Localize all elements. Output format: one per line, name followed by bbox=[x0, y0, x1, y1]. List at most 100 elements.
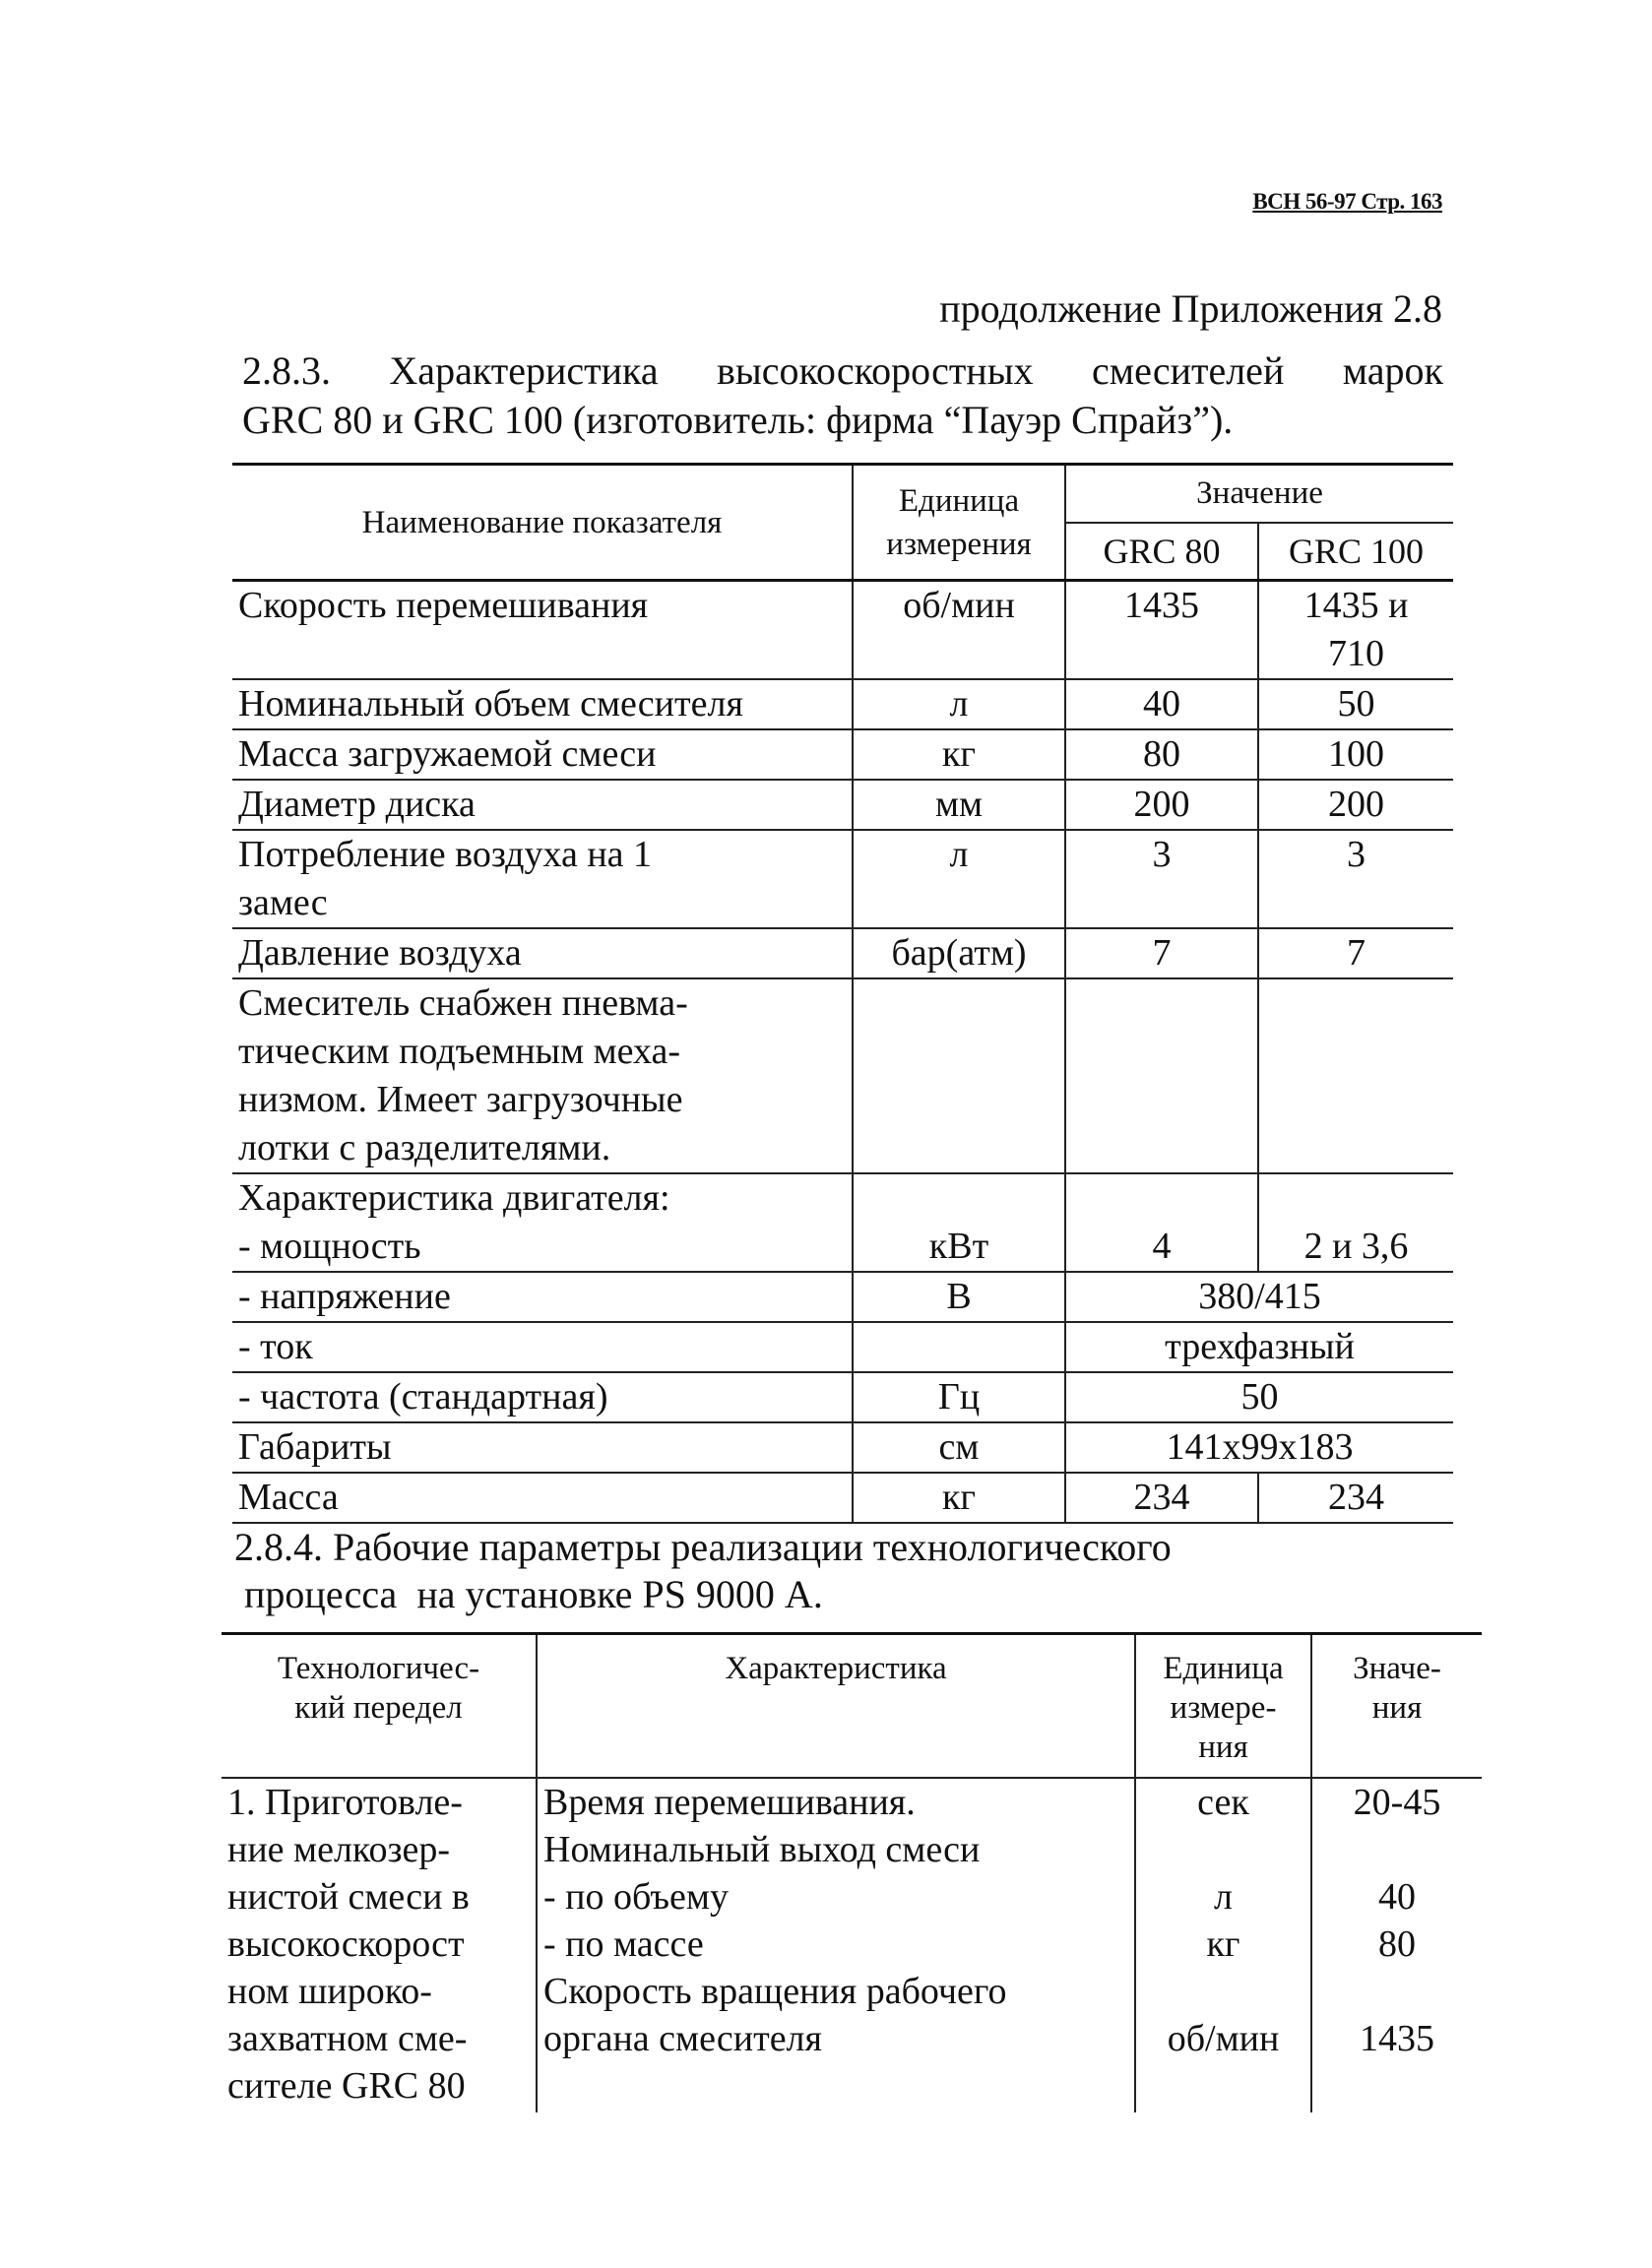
cell-grc100 bbox=[1256, 977, 1454, 1174]
cell-unit: Гц bbox=[852, 1371, 1066, 1423]
cell-name: Смеситель снабжен пневма- тическим подъе… bbox=[232, 977, 854, 1174]
table-row: - частота (стандартная) Гц 50 bbox=[232, 1371, 1454, 1423]
cell-unit: кВт bbox=[852, 1172, 1066, 1273]
unit-line: л bbox=[1214, 1875, 1233, 1918]
cell-name: - напряжение bbox=[232, 1271, 854, 1323]
header-grc100: GRC 100 bbox=[1256, 521, 1454, 582]
cell-unit: кг bbox=[852, 1472, 1066, 1524]
cell-grc100: 200 bbox=[1256, 779, 1454, 831]
header-value: Значе- ния bbox=[1310, 1632, 1482, 1779]
cell-name: - ток bbox=[232, 1321, 854, 1373]
continuation-label: продолжение Приложения 2.8 bbox=[939, 286, 1442, 331]
cell-unit bbox=[852, 1321, 1066, 1373]
cell-grc80: 234 bbox=[1064, 1472, 1259, 1524]
header-grc80: GRC 80 bbox=[1065, 521, 1259, 582]
cell-grc80: 4 bbox=[1064, 1172, 1259, 1273]
table-row: - напряжение В 380/415 bbox=[232, 1271, 1454, 1323]
characteristic-line: Скорость вращения рабочего bbox=[543, 1970, 1007, 2012]
characteristic-line: Время перемешивания. bbox=[543, 1781, 916, 1823]
cell-unit: см bbox=[852, 1421, 1066, 1474]
cell-unit: кг bbox=[852, 728, 1066, 781]
value-cell: 20-45 40 80 1435 bbox=[1310, 1776, 1482, 2112]
table-row: Номинальный объем смесителя л 40 50 bbox=[232, 678, 1454, 730]
table-row: Масса загружаемой смеси кг 80 100 bbox=[232, 728, 1454, 781]
cell-grc80: 200 bbox=[1064, 779, 1259, 831]
table-row: Скорость перемешивания об/мин 1435 1435 и 7… bbox=[232, 579, 1454, 680]
cell-grc100: 50 bbox=[1256, 678, 1454, 730]
value-line: 1435 bbox=[1360, 2017, 1434, 2059]
cell-both: 141x99x183 bbox=[1063, 1421, 1454, 1474]
process-parameters-table: Технологичес- кий передел Характеристика… bbox=[222, 1632, 1482, 2112]
cell-name: Давление воздуха bbox=[232, 927, 854, 979]
unit-line: об/мин bbox=[1167, 2017, 1280, 2059]
header-unit: Единица измере- ния bbox=[1134, 1632, 1312, 1779]
table-row: - ток трехфазный bbox=[232, 1321, 1454, 1373]
document-reference: ВСН 56-97 Стр. 163 bbox=[1252, 189, 1442, 214]
header-characteristic: Характеристика bbox=[536, 1632, 1136, 1779]
unit-line: сек bbox=[1197, 1781, 1249, 1823]
table-row: Габариты см 141x99x183 bbox=[232, 1421, 1454, 1474]
cell-name: - частота (стандартная) bbox=[232, 1371, 854, 1423]
table2-title-line1: 2.8.4. Рабочие параметры реализации техн… bbox=[234, 1525, 1172, 1569]
cell-grc100: 1435 и 710 bbox=[1256, 579, 1454, 680]
table-row: Характеристика двигателя: - мощность кВт 4… bbox=[232, 1172, 1454, 1273]
unit-line bbox=[1142, 1968, 1304, 2015]
table1-title-line1: 2.8.3. Характеристика высокоскоростных с… bbox=[242, 348, 1443, 393]
cell-unit: бар(атм) bbox=[852, 927, 1066, 979]
value-line: 80 bbox=[1378, 1922, 1416, 1965]
cell-both: трехфазный bbox=[1063, 1321, 1454, 1373]
value-line: 40 bbox=[1378, 1875, 1416, 1918]
characteristic-line: - по массе bbox=[543, 1922, 704, 1965]
header-value: Значение bbox=[1063, 463, 1454, 524]
cell-name: Габариты bbox=[232, 1421, 854, 1474]
cell-grc80: 3 bbox=[1064, 829, 1259, 929]
unit-line bbox=[1142, 1826, 1304, 1873]
stage-cell: 1. Приготовле- ние мелкозер- нистой смес… bbox=[222, 1776, 538, 2112]
table2-title: 2.8.4. Рабочие параметры реализации техн… bbox=[234, 1524, 1172, 1618]
characteristic-line: органа смесителя bbox=[543, 2017, 822, 2059]
table-row: Масса кг 234 234 bbox=[232, 1472, 1454, 1524]
cell-unit bbox=[852, 977, 1066, 1174]
characteristic-line: Номинальный выход смеси bbox=[543, 1828, 981, 1870]
header-unit: Единица измерения bbox=[852, 463, 1066, 582]
cell-grc100: 2 и 3,6 bbox=[1256, 1172, 1454, 1273]
mixer-characteristics-table: Наименование показателя Единица измерени… bbox=[232, 463, 1454, 1524]
cell-both: 50 bbox=[1063, 1371, 1454, 1423]
cell-name: Потребление воздуха на 1 замес bbox=[232, 829, 854, 929]
unit-line: кг bbox=[1206, 1922, 1240, 1965]
cell-name: Номинальный объем смесителя bbox=[232, 678, 854, 730]
cell-unit: В bbox=[852, 1271, 1066, 1323]
table-row: Давление воздуха бар(атм) 7 7 bbox=[232, 927, 1454, 979]
cell-name: Диаметр диска bbox=[232, 779, 854, 831]
cell-grc100: 7 bbox=[1256, 927, 1454, 979]
cell-unit: л bbox=[852, 678, 1066, 730]
cell-name: Масса bbox=[232, 1472, 854, 1524]
cell-unit: л bbox=[852, 829, 1066, 929]
cell-grc100: 3 bbox=[1256, 829, 1454, 929]
value-line: 20-45 bbox=[1353, 1781, 1441, 1823]
value-line bbox=[1318, 1968, 1476, 2015]
table-row: Диаметр диска мм 200 200 bbox=[232, 779, 1454, 831]
cell-grc80: 40 bbox=[1064, 678, 1259, 730]
cell-grc100: 234 bbox=[1256, 1472, 1454, 1524]
characteristic-line: - по объему bbox=[543, 1875, 729, 1918]
cell-both: 380/415 bbox=[1063, 1271, 1454, 1323]
cell-grc80: 80 bbox=[1064, 728, 1259, 781]
cell-grc100: 100 bbox=[1256, 728, 1454, 781]
cell-grc80 bbox=[1064, 977, 1259, 1174]
cell-unit: об/мин bbox=[852, 579, 1066, 680]
cell-name: Масса загружаемой смеси bbox=[232, 728, 854, 781]
cell-grc80: 1435 bbox=[1064, 579, 1259, 680]
characteristic-cell: Время перемешивания. Номинальный выход см… bbox=[536, 1776, 1136, 2112]
cell-name: Характеристика двигателя: - мощность bbox=[232, 1172, 854, 1273]
unit-cell: сек л кг об/мин bbox=[1134, 1776, 1312, 2112]
cell-grc80: 7 bbox=[1064, 927, 1259, 979]
table-row: Смеситель снабжен пневма- тическим подъе… bbox=[232, 977, 1454, 1174]
value-line bbox=[1318, 1826, 1476, 1873]
cell-name: Скорость перемешивания bbox=[232, 579, 854, 680]
table1-title-line2: GRC 80 и GRC 100 (изготовитель: фирма “П… bbox=[242, 398, 1234, 442]
header-name: Наименование показателя bbox=[232, 463, 854, 582]
table2-title-line2: процесса на установке PS 9000 А. bbox=[234, 1572, 823, 1616]
table-row: Потребление воздуха на 1 замес л 3 3 bbox=[232, 829, 1454, 929]
cell-unit: мм bbox=[852, 779, 1066, 831]
